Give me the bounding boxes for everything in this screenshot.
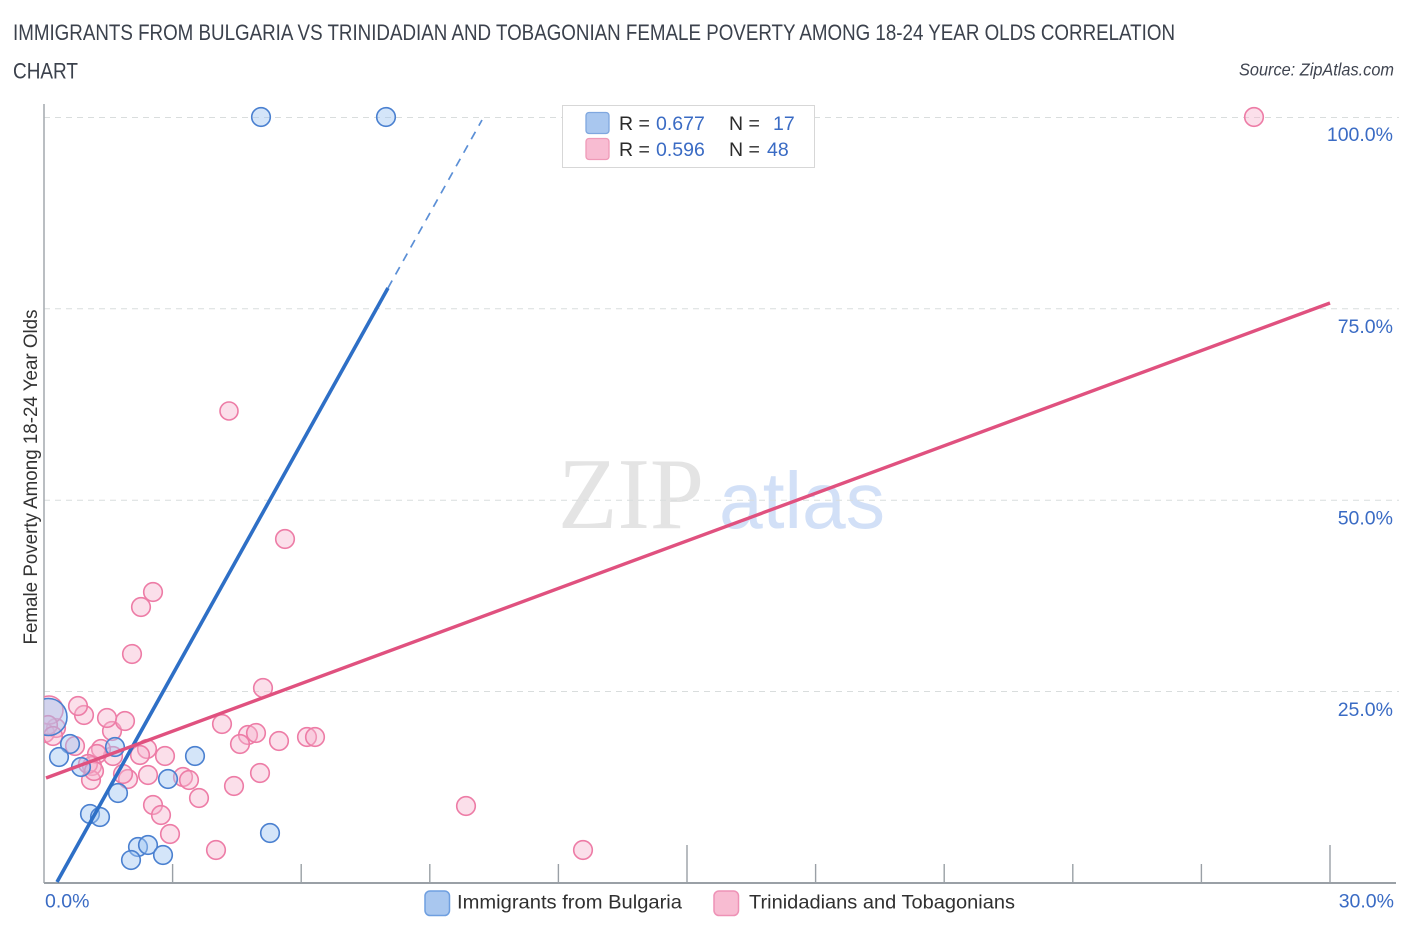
svg-text:0.596: 0.596 <box>656 139 705 161</box>
svg-text:0.677: 0.677 <box>656 113 705 135</box>
svg-text:N =: N = <box>729 139 760 161</box>
svg-text:48: 48 <box>767 139 789 161</box>
svg-text:25.0%: 25.0% <box>1338 699 1393 721</box>
svg-text:R =: R = <box>619 139 650 161</box>
svg-text:17: 17 <box>773 113 795 135</box>
svg-text:R =: R = <box>619 113 650 135</box>
svg-text:50.0%: 50.0% <box>1338 508 1393 530</box>
svg-text:N =: N = <box>729 113 760 135</box>
svg-text:Female Poverty Among 18-24 Yea: Female Poverty Among 18-24 Year Olds <box>20 309 42 644</box>
svg-text:0.0%: 0.0% <box>45 891 89 913</box>
svg-text:100.0%: 100.0% <box>1327 124 1393 146</box>
svg-text:CHART: CHART <box>13 59 78 84</box>
svg-text:Immigrants from Bulgaria: Immigrants from Bulgaria <box>457 892 682 914</box>
svg-text:ZIP: ZIP <box>558 438 704 551</box>
svg-text:75.0%: 75.0% <box>1338 316 1393 338</box>
svg-text:Source: ZipAtlas.com: Source: ZipAtlas.com <box>1239 60 1394 80</box>
svg-text:atlas: atlas <box>719 456 885 545</box>
svg-text:30.0%: 30.0% <box>1339 891 1394 913</box>
svg-text:Trinidadians and Tobagonians: Trinidadians and Tobagonians <box>749 892 1015 914</box>
svg-text:IMMIGRANTS FROM BULGARIA VS TR: IMMIGRANTS FROM BULGARIA VS TRINIDADIAN … <box>13 20 1175 45</box>
